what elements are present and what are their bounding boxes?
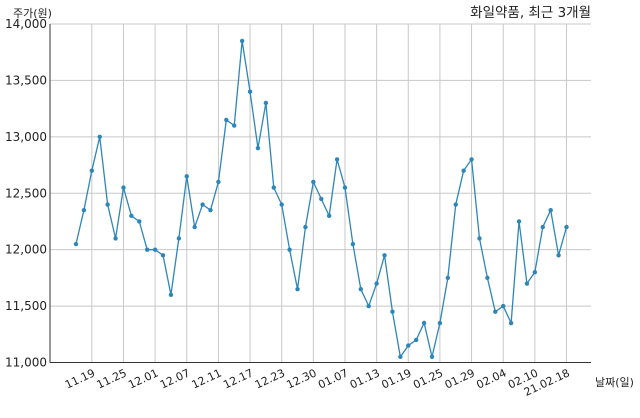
- y-tick-label: 13,500: [5, 73, 47, 87]
- data-point: [501, 303, 506, 309]
- data-point: [516, 219, 522, 224]
- data-point: [493, 309, 498, 314]
- x-tick-label: 01.13: [348, 366, 382, 391]
- axes: [49, 24, 591, 363]
- x-tick-label: 01.25: [411, 366, 445, 391]
- data-point: [216, 179, 221, 185]
- data-point: [532, 270, 538, 275]
- data-point: [477, 236, 482, 241]
- data-point: [319, 196, 324, 202]
- y-tick-label: 11,500: [5, 299, 47, 313]
- data-point: [208, 207, 213, 213]
- data-point: [548, 207, 553, 213]
- x-tick-label: 12.01: [126, 366, 160, 391]
- data-point: [524, 281, 530, 286]
- x-tick-label: 11.25: [95, 366, 129, 391]
- data-point: [469, 157, 474, 162]
- data-point: [390, 309, 395, 314]
- data-point: [461, 168, 466, 173]
- x-tick-label: 12.30: [285, 366, 319, 391]
- data-point: [168, 292, 174, 297]
- data-point: [192, 224, 197, 230]
- data-point: [184, 174, 189, 179]
- data-point: [232, 123, 237, 128]
- data-point: [334, 157, 340, 162]
- x-tick-labels: 11.1911.2512.0112.0712.1112.1712.2312.30…: [63, 366, 572, 398]
- x-tick-label: 02.04: [474, 366, 508, 391]
- data-point: [89, 168, 95, 173]
- data-point: [295, 286, 300, 292]
- data-point: [556, 253, 561, 258]
- x-tick-label: 12.07: [158, 366, 192, 391]
- series-layer: [73, 38, 569, 360]
- y-tick-label: 12,000: [5, 243, 47, 257]
- data-point: [453, 202, 458, 207]
- data-point: [326, 213, 332, 219]
- data-point: [445, 275, 451, 281]
- data-point: [342, 185, 348, 190]
- data-point: [271, 185, 276, 190]
- data-point: [113, 236, 118, 241]
- data-point: [382, 253, 387, 258]
- data-point: [97, 134, 102, 140]
- x-tick-label: 11.19: [63, 366, 97, 391]
- x-tick-label: 01.19: [379, 366, 413, 391]
- data-point: [508, 320, 514, 326]
- data-point: [255, 145, 261, 151]
- data-point: [564, 224, 569, 230]
- y-tick-label: 13,000: [5, 130, 47, 144]
- data-point: [176, 236, 182, 241]
- x-tick-label: 12.17: [221, 366, 255, 391]
- data-point: [160, 253, 166, 258]
- grid-lines: [50, 23, 591, 363]
- y-tick-label: 14,000: [5, 17, 47, 31]
- data-point: [145, 247, 150, 252]
- data-point: [247, 89, 253, 94]
- data-point: [413, 337, 419, 343]
- x-axis-label: 날짜(일): [595, 375, 634, 389]
- data-point: [406, 343, 411, 348]
- data-point: [374, 281, 379, 286]
- data-point: [358, 286, 364, 292]
- data-point: [437, 320, 443, 326]
- data-point: [485, 275, 490, 281]
- x-tick-label: 01.07: [316, 366, 350, 391]
- data-point: [239, 38, 245, 44]
- x-tick-label: 12.11: [190, 366, 224, 391]
- y-tick-labels: 11,000 11,500 12,000 12,500 13,000 13,500 14,0…: [5, 17, 47, 370]
- data-point: [350, 241, 356, 247]
- x-tick-label: 12.23: [253, 366, 287, 391]
- data-point: [311, 179, 316, 185]
- y-axis-label: 주가(원): [13, 7, 52, 20]
- data-point: [129, 213, 134, 219]
- y-tick-label: 11,000: [5, 356, 47, 370]
- data-point: [81, 207, 87, 213]
- data-point: [200, 202, 205, 207]
- data-point: [287, 247, 292, 252]
- data-point: [73, 241, 79, 247]
- chart-title: 화일약품, 최근 3개월: [470, 5, 591, 21]
- data-point: [303, 224, 308, 230]
- data-point: [152, 247, 158, 252]
- data-point: [105, 202, 110, 207]
- data-point: [398, 354, 403, 360]
- data-point: [224, 117, 229, 123]
- data-point: [421, 320, 427, 326]
- data-point: [137, 219, 142, 224]
- data-point: [540, 224, 545, 230]
- y-tick-label: 12,500: [5, 186, 47, 200]
- data-point: [366, 303, 371, 309]
- data-point: [263, 100, 269, 106]
- data-point: [121, 185, 126, 190]
- x-tick-label: 01.29: [443, 366, 477, 391]
- data-point: [429, 354, 435, 360]
- data-point: [279, 202, 284, 207]
